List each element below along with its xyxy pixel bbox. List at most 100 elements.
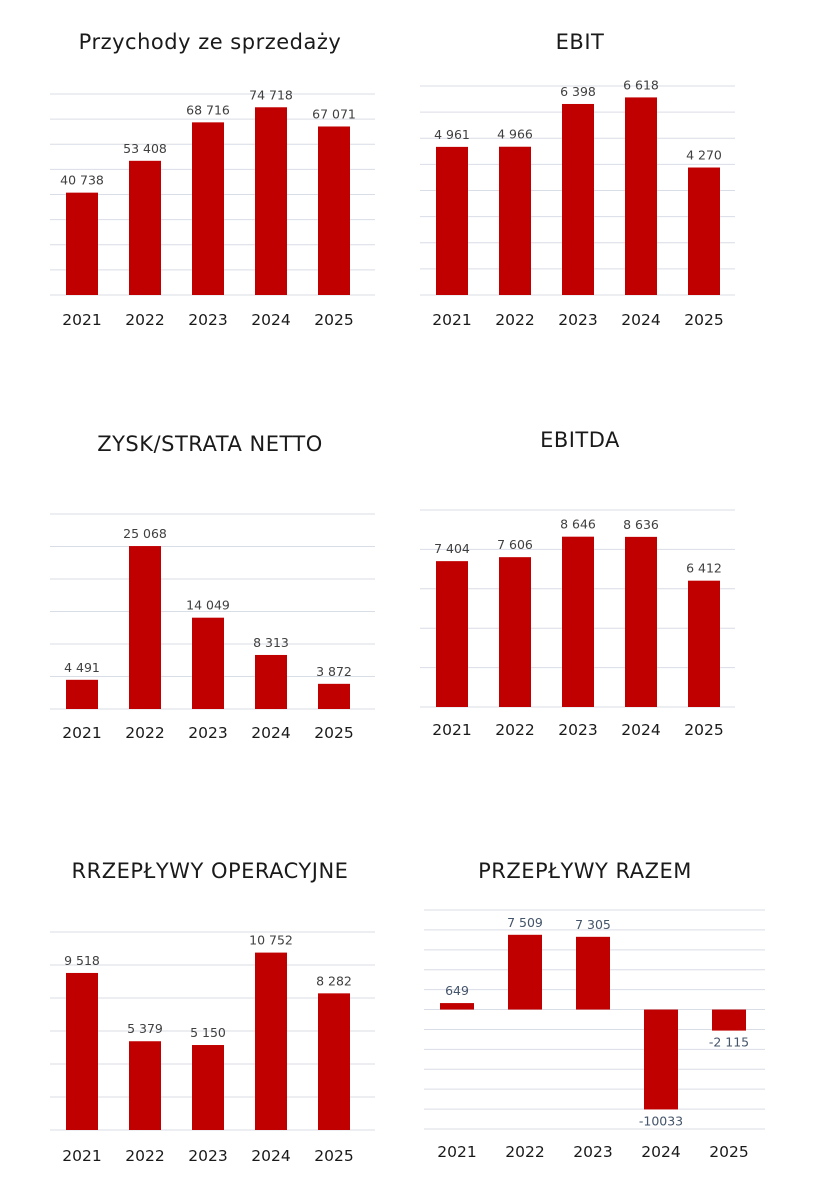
x-tick-label: 2024 bbox=[641, 1143, 680, 1161]
data-label: 68 716 bbox=[186, 102, 230, 117]
chart-title: PRZEPŁYWY RAZEM bbox=[478, 859, 692, 883]
x-tick-label: 2021 bbox=[432, 311, 471, 329]
bar-2024 bbox=[255, 952, 287, 1130]
chart-revenue: Przychody ze sprzedaży 40 738 2021 53 408 2… bbox=[40, 20, 380, 340]
data-label: 6 412 bbox=[686, 561, 722, 576]
x-tick-label: 2022 bbox=[505, 1143, 544, 1161]
chart-ebit: EBIT 4 961 2021 4 966 2022 6 398 2023 6 618 202… bbox=[410, 20, 750, 340]
chart-plot: 4 491 2021 25 068 2022 14 049 2023 8 313 2024 3 … bbox=[50, 513, 375, 742]
data-label: 4 491 bbox=[64, 660, 100, 675]
bar-2021 bbox=[436, 561, 468, 707]
x-tick-label: 2022 bbox=[495, 721, 534, 739]
x-tick-label: 2022 bbox=[125, 1147, 164, 1165]
chart-ebitda: EBITDA 7 404 2021 7 606 2022 8 646 2023 8 636 2… bbox=[410, 420, 750, 750]
data-label: 74 718 bbox=[249, 87, 293, 102]
x-tick-label: 2025 bbox=[314, 311, 353, 329]
data-label: 4 961 bbox=[434, 127, 470, 142]
x-tick-label: 2021 bbox=[62, 311, 101, 329]
data-label: 8 313 bbox=[253, 635, 289, 650]
x-tick-label: 2022 bbox=[125, 311, 164, 329]
x-tick-label: 2023 bbox=[558, 311, 597, 329]
x-tick-label: 2023 bbox=[188, 724, 227, 742]
data-label: 5 379 bbox=[127, 1021, 163, 1036]
bar-2023 bbox=[562, 536, 594, 707]
x-tick-label: 2024 bbox=[251, 1147, 290, 1165]
chart-total-cashflow: PRZEPŁYWY RAZEM 649 2021 7 509 2022 7 305 202… bbox=[410, 845, 765, 1175]
bar-2025 bbox=[318, 683, 350, 709]
bar-2024 bbox=[255, 107, 287, 295]
bar-2022 bbox=[129, 546, 161, 709]
x-tick-label: 2022 bbox=[495, 311, 534, 329]
x-tick-label: 2023 bbox=[558, 721, 597, 739]
chart-net-profit: ZYSK/STRATA NETTO 4 491 2021 25 068 2022 14 … bbox=[40, 420, 380, 750]
bar-2023 bbox=[562, 103, 594, 295]
bar-2025 bbox=[688, 167, 720, 295]
x-tick-label: 2025 bbox=[709, 1143, 748, 1161]
x-tick-label: 2025 bbox=[684, 311, 723, 329]
data-label: 7 305 bbox=[575, 917, 611, 932]
chart-plot: 40 738 2021 53 408 2022 68 716 2023 74 718 2024… bbox=[50, 87, 375, 329]
chart-title: Przychody ze sprzedaży bbox=[78, 30, 342, 54]
x-tick-label: 2021 bbox=[432, 721, 471, 739]
bar-2023 bbox=[192, 122, 224, 296]
data-label: 53 408 bbox=[123, 141, 167, 156]
chart-plot: 7 404 2021 7 606 2022 8 646 2023 8 636 2024 6 41… bbox=[420, 509, 735, 739]
data-label: 7 606 bbox=[497, 537, 533, 552]
x-tick-label: 2021 bbox=[62, 1147, 101, 1165]
data-label: 3 872 bbox=[316, 664, 352, 679]
bar-2022 bbox=[129, 1041, 161, 1130]
bar-2025 bbox=[318, 993, 350, 1130]
data-label: 7 404 bbox=[434, 541, 470, 556]
data-label: 8 282 bbox=[316, 973, 352, 988]
data-label: 8 636 bbox=[623, 517, 659, 532]
data-label: 649 bbox=[445, 983, 469, 998]
chart-title: RRZEPŁYWY OPERACYJNE bbox=[71, 859, 349, 883]
x-tick-label: 2021 bbox=[437, 1143, 476, 1161]
bar-2021 bbox=[66, 679, 98, 709]
bar-2024 bbox=[625, 97, 657, 295]
x-tick-label: 2024 bbox=[251, 311, 290, 329]
data-label: 10 752 bbox=[249, 933, 293, 948]
bar-2023 bbox=[192, 617, 224, 709]
data-label: 4 270 bbox=[686, 148, 722, 163]
bar-2021 bbox=[440, 1003, 474, 1010]
data-label: 9 518 bbox=[64, 953, 100, 968]
data-label: 4 966 bbox=[497, 127, 533, 142]
bar-2024 bbox=[625, 536, 657, 707]
data-label: 6 618 bbox=[623, 77, 659, 92]
bar-2022 bbox=[499, 557, 531, 707]
bar-2023 bbox=[576, 936, 610, 1010]
chart-plot: 9 518 2021 5 379 2022 5 150 2023 10 752 2024 8 2… bbox=[50, 931, 375, 1165]
bar-2024 bbox=[644, 1009, 678, 1110]
bar-2021 bbox=[436, 146, 468, 295]
data-label: 25 068 bbox=[123, 526, 167, 541]
data-label: 40 738 bbox=[60, 173, 104, 188]
x-tick-label: 2023 bbox=[573, 1143, 612, 1161]
data-label: 14 049 bbox=[186, 598, 230, 613]
x-tick-label: 2021 bbox=[62, 724, 101, 742]
data-label: -10033 bbox=[639, 1113, 683, 1128]
x-tick-label: 2022 bbox=[125, 724, 164, 742]
chart-title: EBITDA bbox=[540, 428, 620, 452]
chart-title: ZYSK/STRATA NETTO bbox=[97, 432, 323, 456]
x-tick-label: 2023 bbox=[188, 311, 227, 329]
x-tick-label: 2024 bbox=[621, 311, 660, 329]
bar-2021 bbox=[66, 972, 98, 1130]
bar-2022 bbox=[508, 934, 542, 1010]
chart-title: EBIT bbox=[555, 30, 605, 54]
x-tick-label: 2025 bbox=[314, 1147, 353, 1165]
chart-plot: 4 961 2021 4 966 2022 6 398 2023 6 618 2024 4 27… bbox=[420, 77, 735, 329]
bar-2024 bbox=[255, 654, 287, 709]
chart-operating-cashflow: RRZEPŁYWY OPERACYJNE 9 518 2021 5 379 2022 5… bbox=[40, 845, 380, 1175]
bar-2022 bbox=[499, 146, 531, 295]
data-label: -2 115 bbox=[709, 1035, 749, 1050]
x-tick-label: 2025 bbox=[684, 721, 723, 739]
chart-plot: 649 2021 7 509 2022 7 305 2023 -10033 2024 -2 11… bbox=[424, 909, 765, 1161]
data-label: 6 398 bbox=[560, 84, 596, 99]
x-tick-label: 2025 bbox=[314, 724, 353, 742]
data-label: 8 646 bbox=[560, 517, 596, 532]
bar-2025 bbox=[318, 126, 350, 295]
data-label: 7 509 bbox=[507, 915, 543, 930]
bar-2022 bbox=[129, 160, 161, 295]
x-tick-label: 2023 bbox=[188, 1147, 227, 1165]
